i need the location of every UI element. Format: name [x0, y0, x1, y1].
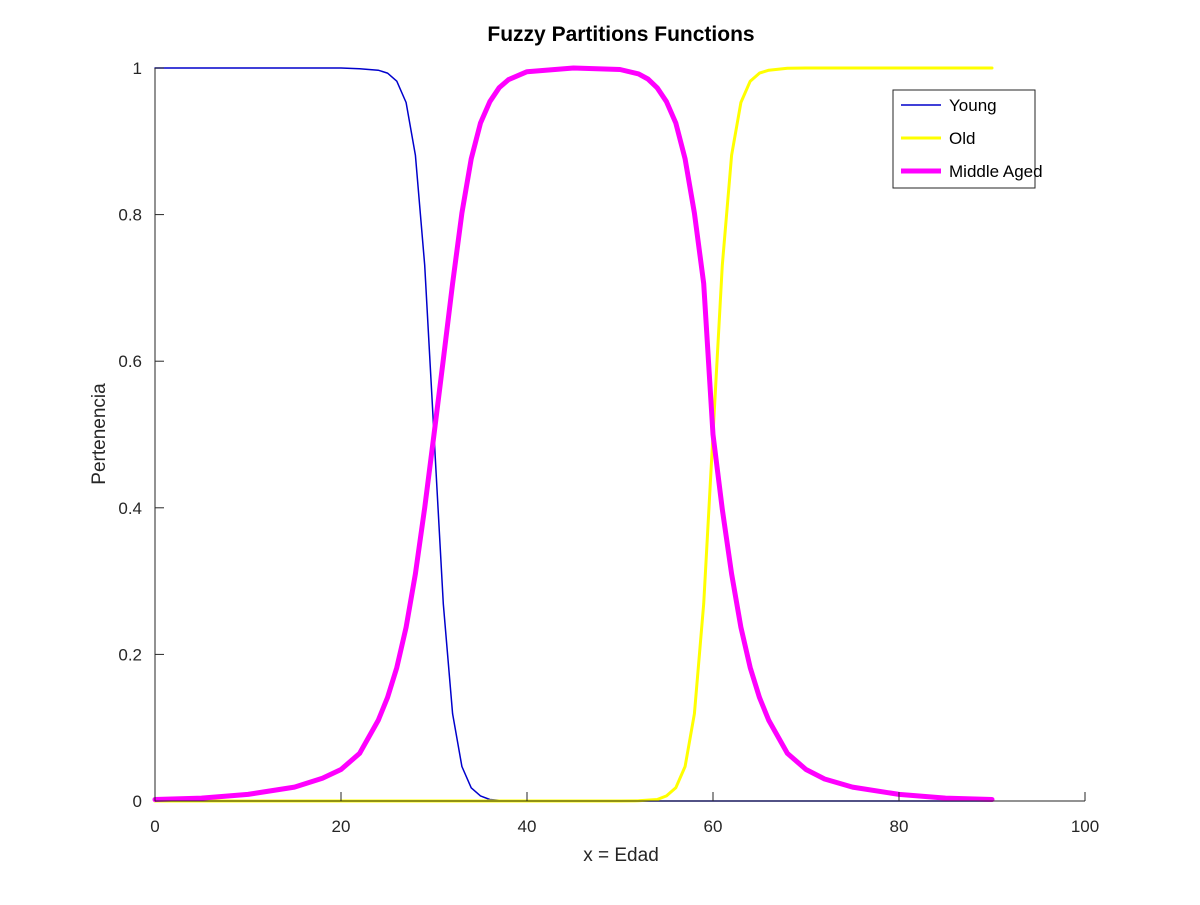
legend-label-old: Old — [949, 129, 975, 148]
y-tick-label: 0.8 — [118, 206, 142, 225]
legend: Young Old Middle Aged — [892, 89, 1043, 189]
legend-label-young: Young — [949, 96, 997, 115]
y-tick-label: 0.2 — [118, 645, 142, 664]
legend-label-middle-aged: Middle Aged — [949, 162, 1043, 181]
chart-title: Fuzzy Partitions Functions — [487, 23, 754, 46]
y-tick-label: 1 — [133, 59, 142, 78]
x-tick-label: 100 — [1071, 817, 1099, 836]
x-tick-label: 80 — [890, 817, 909, 836]
x-tick-label: 20 — [332, 817, 351, 836]
x-tick-label: 0 — [150, 817, 159, 836]
y-tick-label: 0 — [133, 792, 142, 811]
x-tick-label: 60 — [704, 817, 723, 836]
y-tick-label: 0.6 — [118, 352, 142, 371]
y-axis-label: Pertenencia — [89, 383, 110, 485]
x-tick-label: 40 — [518, 817, 537, 836]
y-tick-label: 0.4 — [118, 499, 142, 518]
axes-layer: 0 20 40 60 80 100 0 0.2 0.4 0.6 0.8 1 — [118, 59, 1099, 836]
series-line-middle-aged — [152, 65, 995, 802]
x-axis-label: x = Edad — [583, 845, 659, 866]
